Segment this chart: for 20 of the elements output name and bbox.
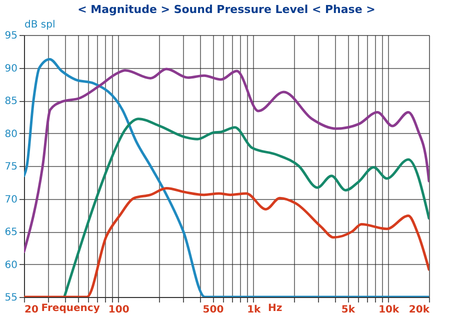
y-tick-label: 65	[4, 227, 18, 238]
x-tick-label: 20k	[408, 304, 430, 316]
y-tick-label: 85	[4, 96, 18, 107]
y-tick-label: 60	[4, 260, 18, 271]
x-axis-title: Frequency	[41, 303, 100, 314]
x-tick-label: 10k	[378, 304, 400, 316]
y-axis-title: dB spl	[24, 20, 56, 30]
text: Hz	[268, 303, 282, 314]
y-tick-label: 80	[4, 128, 18, 140]
y-tick-label: 90	[4, 63, 18, 74]
y-tick-label: 55	[4, 292, 18, 304]
chart-title: < Magnitude > Sound Pressure Level < Phase >	[78, 3, 376, 16]
x-tick-label: 1k	[247, 304, 262, 316]
x-tick-label: 5k	[341, 304, 356, 316]
y-tick-label: 75	[4, 162, 18, 172]
x-tick-label: 100	[108, 304, 130, 316]
y-tick-label: 95	[4, 30, 18, 42]
x-tick-label: 500	[202, 304, 224, 316]
y-tick-label: 70	[4, 194, 18, 206]
x-tick-label: 20	[24, 304, 38, 316]
